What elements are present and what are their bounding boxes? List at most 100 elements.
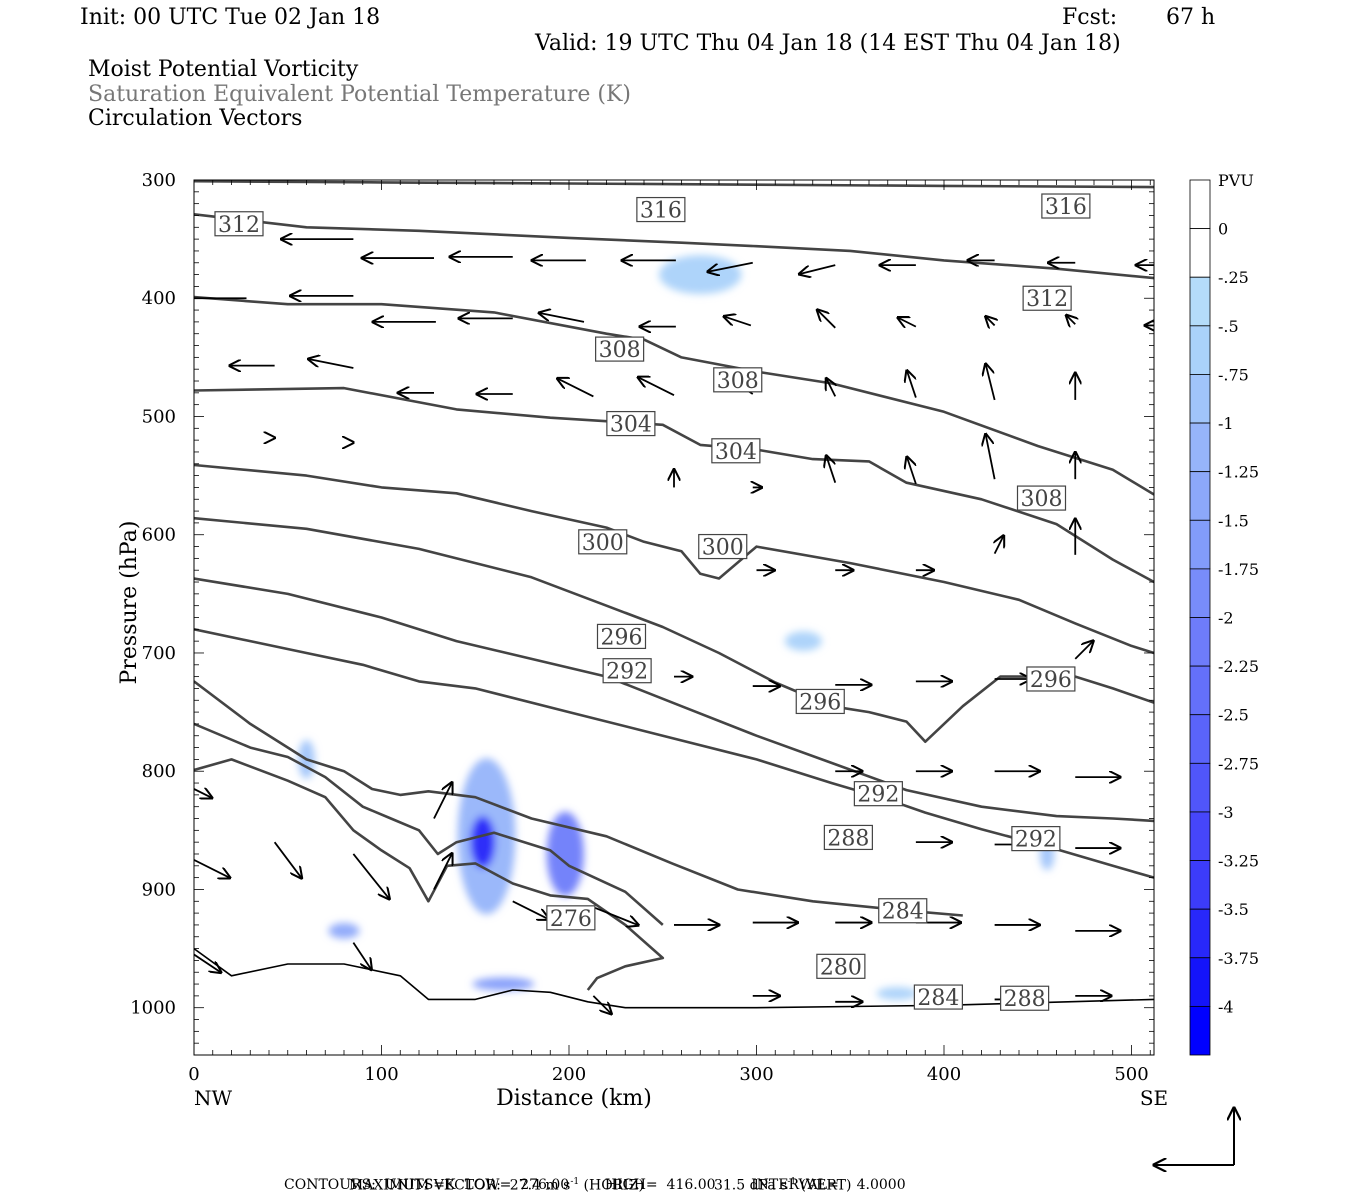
contour-label-box xyxy=(1041,193,1091,219)
theta-e-contour-9 xyxy=(194,722,664,926)
vector-75 xyxy=(194,789,212,798)
contour-label-7: 304 xyxy=(606,410,656,438)
y-tick-label-300: 300 xyxy=(142,170,176,191)
contour-label-box xyxy=(1016,485,1067,511)
colorbar-level-12: -3 xyxy=(1218,803,1234,822)
minor-ticks xyxy=(193,179,1154,1056)
theta-e-contour-8 xyxy=(194,680,963,917)
vector-36 xyxy=(826,456,837,483)
max-vector-vert: 31.5 dPa s xyxy=(713,1177,788,1194)
contour-label-box xyxy=(578,529,628,555)
contour-label-text: 316 xyxy=(640,199,682,224)
contour-label-box xyxy=(606,410,656,437)
colorbar-level-2: -.5 xyxy=(1218,317,1239,336)
contour-label-text: 304 xyxy=(610,413,652,438)
contour-label-10: 300 xyxy=(698,533,748,561)
colorbar-swatch-7 xyxy=(1189,519,1211,570)
colorbar-swatch-17 xyxy=(1189,1005,1211,1056)
horiz-unit-exponent: -1 xyxy=(570,1177,580,1187)
contour-label-box xyxy=(1026,666,1076,692)
x-tick-label-100: 100 xyxy=(364,1064,398,1085)
contour-label-text: 280 xyxy=(820,955,862,980)
y-tick-label-900: 900 xyxy=(142,879,176,900)
contour-label-text: 308 xyxy=(599,338,641,363)
x-left-end-label: NW xyxy=(194,1086,233,1110)
colorbar-level-10: -2.5 xyxy=(1218,706,1249,725)
colorbar-level-0: 0 xyxy=(1218,220,1228,239)
contour-label-15: 292 xyxy=(853,781,903,808)
contour-label-20: 284 xyxy=(913,984,963,1011)
contour-label-text: 296 xyxy=(1030,668,1072,693)
x-tick-label-500: 500 xyxy=(1114,1064,1148,1085)
colorbar-swatch-11 xyxy=(1189,714,1211,764)
colorbar-level-11: -2.75 xyxy=(1218,754,1259,773)
contour-label-box xyxy=(913,984,963,1010)
y-tick-label-400: 400 xyxy=(142,288,176,309)
y-tick-label-700: 700 xyxy=(142,643,176,664)
vector-18 xyxy=(817,310,836,329)
contour-label-box xyxy=(214,211,264,237)
colorbar-level-9: -2.25 xyxy=(1218,657,1259,676)
contour-label-box xyxy=(795,688,845,715)
contour-label-box xyxy=(713,367,763,393)
contour-label-3: 312 xyxy=(1022,285,1072,312)
colorbar-swatch-0 xyxy=(1189,179,1211,230)
contour-label-2: 312 xyxy=(214,211,264,238)
contour-label-0: 316 xyxy=(636,196,686,224)
field-title-mpv: Moist Potential Vorticity xyxy=(88,57,359,82)
contour-label-box xyxy=(823,824,873,851)
contour-label-8: 304 xyxy=(711,438,761,465)
vector-52 xyxy=(1074,641,1093,660)
colorbar-level-8: -2 xyxy=(1218,609,1234,628)
mpv-blob-2 xyxy=(546,811,584,897)
colorbar-level-15: -3.75 xyxy=(1218,949,1259,968)
y-tick-label-800: 800 xyxy=(142,761,176,782)
contour-label-box xyxy=(853,781,903,807)
contour-label-13: 296 xyxy=(1026,666,1076,693)
contour-label-box xyxy=(1022,285,1072,311)
colorbar-swatch-4 xyxy=(1189,374,1211,424)
contour-label-17: 288 xyxy=(823,824,873,851)
vector-27 xyxy=(557,378,594,398)
horiz-label: (HORIZ) xyxy=(579,1177,644,1194)
colorbar-swatch-14 xyxy=(1189,860,1211,910)
y-tick-label-1000: 1000 xyxy=(130,998,176,1019)
contour-label-box xyxy=(546,905,596,931)
contour-label-text: 292 xyxy=(857,783,899,808)
colorbar-swatch-6 xyxy=(1189,471,1211,521)
colorbar-units: PVU xyxy=(1218,171,1254,190)
colorbar-level-13: -3.25 xyxy=(1218,852,1259,871)
vector-6 xyxy=(799,264,836,274)
field-title-theta: Saturation Equivalent Potential Temperat… xyxy=(88,82,631,107)
vector-15 xyxy=(539,313,585,323)
x-tick-label-0: 0 xyxy=(188,1064,199,1085)
vector-17 xyxy=(724,316,752,327)
mpv-blob-8 xyxy=(472,977,535,991)
theta-e-contour-7 xyxy=(194,628,1154,879)
colorbar-swatch-5 xyxy=(1189,422,1211,473)
contour-label-text: 312 xyxy=(218,213,260,238)
vector-42 xyxy=(995,536,1004,555)
contour-label-text: 292 xyxy=(1015,828,1057,853)
contour-label-box xyxy=(816,953,866,979)
forecast-label: Fcst: xyxy=(1062,5,1118,30)
colorbar-swatch-8 xyxy=(1189,568,1211,618)
vector-83 xyxy=(512,900,549,919)
contour-label-box xyxy=(878,898,928,924)
vector-85 xyxy=(592,995,611,1014)
contour-label-5: 308 xyxy=(713,367,763,394)
vector-30 xyxy=(826,378,835,397)
colorbar-swatch-9 xyxy=(1189,617,1211,667)
vector-38 xyxy=(986,434,996,480)
theta-e-contour-5 xyxy=(194,516,1154,743)
colorbar-swatch-1 xyxy=(1189,228,1211,278)
theta-e-contour-0 xyxy=(194,180,1154,189)
vert-label: (VERT) xyxy=(796,1177,852,1194)
colorbar-swatch-16 xyxy=(1189,957,1211,1007)
vector-21 xyxy=(1066,315,1075,324)
theta-e-contour-3 xyxy=(194,386,1154,584)
forecast-hour: 67 h xyxy=(1166,5,1216,30)
x-right-end-label: SE xyxy=(1140,1086,1168,1110)
x-tick-label-300: 300 xyxy=(739,1064,773,1085)
valid-time: Valid: 19 UTC Thu 04 Jan 18 (14 EST Thu … xyxy=(535,31,1121,56)
